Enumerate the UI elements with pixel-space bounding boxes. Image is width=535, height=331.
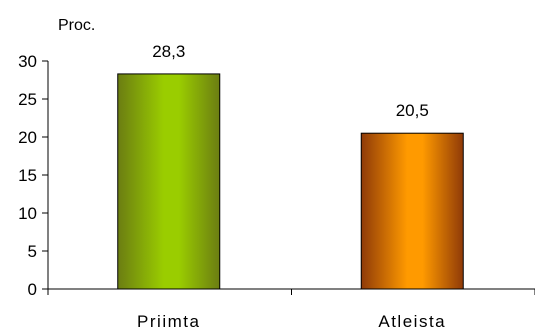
bar-atleista bbox=[360, 132, 464, 290]
y-tick-label: 10 bbox=[18, 204, 37, 223]
y-tick-label: 25 bbox=[18, 90, 37, 109]
x-axis: Priimta Atleista bbox=[47, 288, 535, 331]
y-tick-label: 30 bbox=[18, 52, 37, 71]
data-label: 28,3 bbox=[152, 42, 185, 61]
y-tick-label: 20 bbox=[18, 128, 37, 147]
y-axis: 0 5 10 15 20 25 30 bbox=[18, 52, 49, 299]
y-tick-label: 0 bbox=[28, 280, 37, 299]
x-category-label: Atleista bbox=[378, 312, 446, 331]
y-tick-label: 15 bbox=[18, 166, 37, 185]
y-tick-label: 5 bbox=[28, 242, 37, 261]
bar-priimta bbox=[117, 73, 221, 290]
data-labels: 28,3 20,5 bbox=[152, 42, 429, 120]
y-axis-unit-label: Proc. bbox=[58, 17, 95, 34]
bars bbox=[117, 73, 464, 290]
x-category-label: Priimta bbox=[137, 312, 200, 331]
data-label: 20,5 bbox=[396, 101, 429, 120]
